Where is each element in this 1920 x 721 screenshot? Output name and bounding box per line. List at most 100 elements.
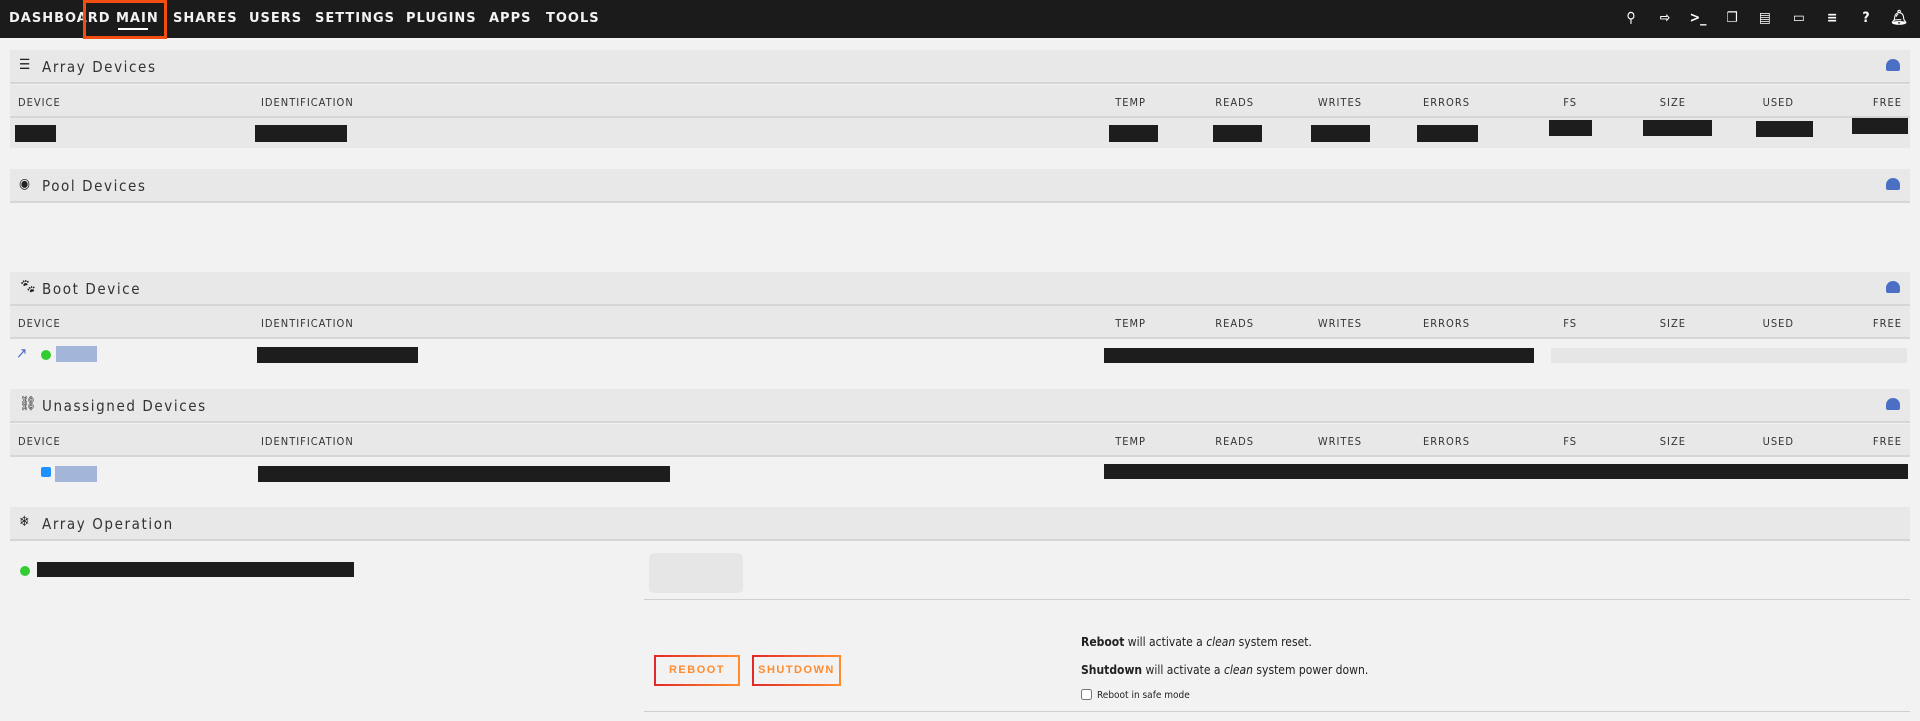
redacted — [1213, 125, 1262, 142]
device-link[interactable] — [55, 466, 97, 482]
gauge-icon[interactable] — [1886, 59, 1900, 71]
unlink-icon: ⛓︎ — [19, 396, 37, 412]
device-link[interactable] — [56, 346, 97, 362]
gauge-icon[interactable] — [1886, 178, 1900, 190]
paw-icon: 🐾︎ — [19, 279, 37, 295]
col-reads: READS — [1215, 96, 1254, 109]
nav-apps[interactable]: APPS — [489, 11, 532, 26]
col-errors: ERRORS — [1423, 435, 1470, 448]
redacted — [1756, 121, 1813, 137]
col-device: DEVICE — [18, 96, 61, 109]
col-fs: FS — [1563, 317, 1577, 330]
terminal-icon[interactable]: >_ — [1689, 10, 1707, 26]
redacted — [1417, 125, 1478, 142]
top-nav: DASHBOARD MAIN SHARES USERS SETTINGS PLU… — [0, 0, 1920, 39]
nav-tools[interactable]: TOOLS — [546, 11, 600, 26]
redacted — [1311, 125, 1370, 142]
redacted — [15, 125, 56, 142]
col-identification: IDENTIFICATION — [261, 317, 354, 330]
redacted — [257, 347, 418, 363]
divider — [644, 711, 1910, 712]
disc-icon: ◉ — [19, 176, 30, 192]
col-errors: ERRORS — [1423, 317, 1470, 330]
col-fs: FS — [1563, 96, 1577, 109]
col-errors: ERRORS — [1423, 96, 1470, 109]
col-reads: READS — [1215, 435, 1254, 448]
col-temp: TEMP — [1115, 317, 1146, 330]
status-unassigned-icon — [41, 467, 51, 477]
col-identification: IDENTIFICATION — [261, 96, 354, 109]
col-free: FREE — [1872, 435, 1902, 448]
col-temp: TEMP — [1115, 435, 1146, 448]
col-writes: WRITES — [1317, 317, 1362, 330]
unassigned-column-header: DEVICE IDENTIFICATION TEMP READS WRITES … — [10, 424, 1910, 457]
nav-shares[interactable]: SHARES — [173, 11, 238, 26]
gauge-icon[interactable] — [1886, 398, 1900, 410]
table-row: ↗ — [10, 339, 1910, 369]
feedback-icon[interactable]: ▤ — [1759, 10, 1771, 26]
active-tab-highlight — [83, 0, 167, 39]
pool-devices-header: ◉ Pool Devices — [10, 169, 1910, 203]
nav-plugins[interactable]: PLUGINS — [406, 11, 477, 26]
redacted — [258, 466, 670, 482]
table-row — [10, 118, 1910, 148]
snowflake-icon: ❄ — [19, 514, 30, 530]
safe-mode-option[interactable]: Reboot in safe mode — [1081, 689, 1190, 701]
logout-icon[interactable]: ⇨ — [1659, 10, 1671, 26]
redacted — [1852, 118, 1908, 134]
log-icon[interactable]: ≡ — [1826, 10, 1838, 26]
database-icon: ☰ — [19, 57, 31, 73]
panel-title: Unassigned Devices — [42, 397, 207, 415]
safe-mode-label: Reboot in safe mode — [1097, 690, 1190, 701]
usage-bar — [1551, 348, 1907, 363]
col-used: USED — [1762, 96, 1794, 109]
col-writes: WRITES — [1317, 96, 1362, 109]
gauge-icon[interactable] — [1886, 281, 1900, 293]
safe-mode-checkbox[interactable] — [1081, 689, 1092, 700]
array-status-icon — [20, 566, 30, 576]
redacted — [1109, 125, 1158, 142]
search-icon[interactable]: ⚲ — [1626, 10, 1636, 26]
panel-title: Boot Device — [42, 280, 142, 298]
col-free: FREE — [1872, 96, 1902, 109]
col-temp: TEMP — [1115, 96, 1146, 109]
array-column-header: DEVICE IDENTIFICATION TEMP READS WRITES … — [10, 85, 1910, 118]
col-used: USED — [1762, 317, 1794, 330]
redacted — [255, 125, 347, 142]
array-operation-header: ❄ Array Operation — [10, 507, 1910, 541]
reboot-description: Reboot will activate a clean system rese… — [1081, 635, 1312, 649]
redacted — [1104, 348, 1534, 363]
col-size: SIZE — [1659, 435, 1686, 448]
redacted — [1549, 120, 1592, 136]
nav-main[interactable]: MAIN — [116, 11, 159, 26]
help-icon[interactable]: ? — [1862, 10, 1870, 26]
col-writes: WRITES — [1317, 435, 1362, 448]
shutdown-button[interactable]: SHUTDOWN — [752, 655, 841, 686]
panel-title: Array Devices — [42, 58, 157, 76]
active-tab-underline — [118, 28, 148, 30]
col-free: FREE — [1872, 317, 1902, 330]
redacted — [1643, 120, 1712, 136]
boot-device-header: 🐾︎ Boot Device — [10, 272, 1910, 306]
monitor-icon[interactable]: ▭ — [1793, 10, 1805, 26]
external-link-icon[interactable]: ↗ — [16, 344, 28, 362]
divider — [644, 599, 1910, 600]
col-device: DEVICE — [18, 317, 61, 330]
boot-column-header: DEVICE IDENTIFICATION TEMP READS WRITES … — [10, 306, 1910, 339]
nav-users[interactable]: USERS — [249, 11, 303, 26]
windows-icon[interactable]: ❐ — [1726, 10, 1738, 26]
disabled-button — [649, 553, 743, 593]
col-size: SIZE — [1659, 96, 1686, 109]
shutdown-description: Shutdown will activate a clean system po… — [1081, 663, 1369, 677]
status-online-icon — [41, 350, 51, 360]
col-fs: FS — [1563, 435, 1577, 448]
table-row — [10, 458, 1910, 488]
bell-icon[interactable]: 🔔︎ — [1890, 10, 1908, 26]
reboot-button[interactable]: REBOOT — [654, 655, 740, 686]
col-reads: READS — [1215, 317, 1254, 330]
col-size: SIZE — [1659, 317, 1686, 330]
panel-title: Array Operation — [42, 515, 174, 533]
col-identification: IDENTIFICATION — [261, 435, 354, 448]
nav-settings[interactable]: SETTINGS — [315, 11, 396, 26]
array-devices-header: ☰ Array Devices — [10, 50, 1910, 84]
